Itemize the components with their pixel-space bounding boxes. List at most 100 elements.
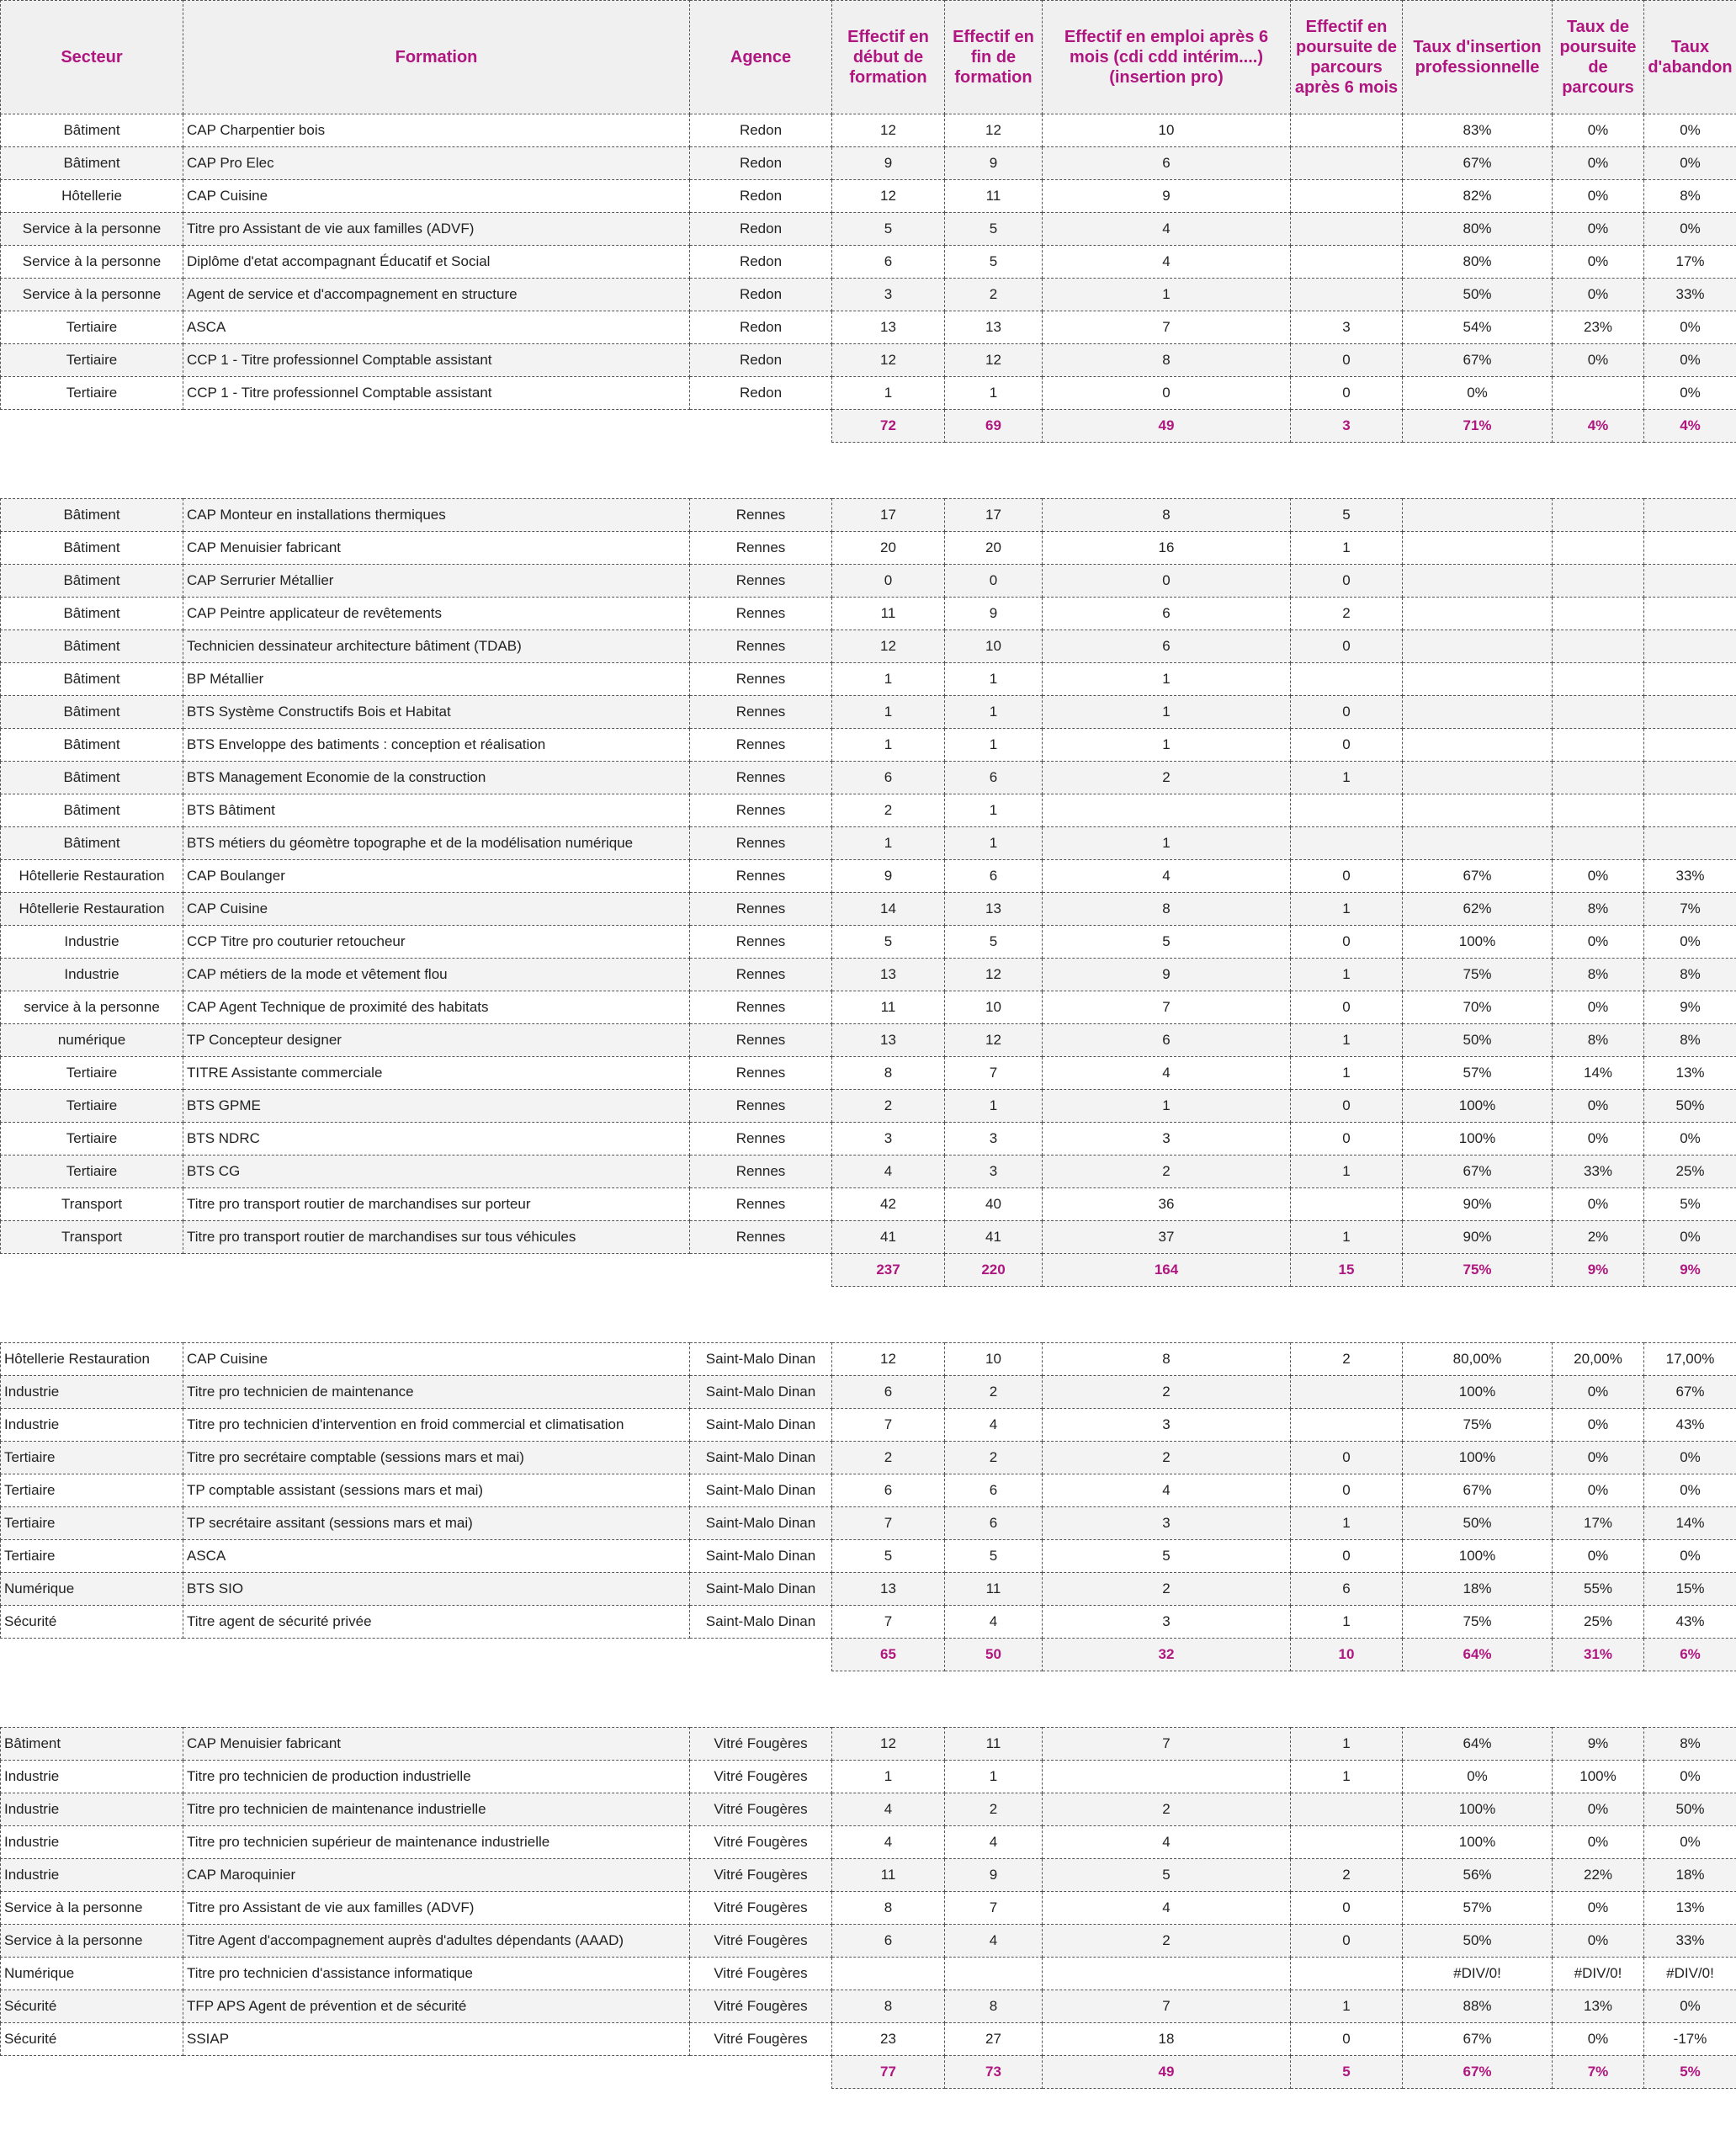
cell-agence: Rennes xyxy=(689,630,832,663)
cell-agence: Vitré Fougères xyxy=(689,1793,832,1826)
cell-secteur: service à la personne xyxy=(0,991,183,1024)
cell-taux-abandon: 13% xyxy=(1643,1056,1736,1090)
cell-formation: CAP Maroquinier xyxy=(183,1858,690,1892)
cell-secteur: Hôtellerie xyxy=(0,179,183,213)
cell-fin: 0 xyxy=(944,564,1043,598)
cell-poursuite: 1 xyxy=(1290,761,1403,794)
cell-fin: 11 xyxy=(944,1727,1043,1761)
cell-taux-insertion: 67% xyxy=(1402,146,1553,180)
cell-secteur: Industrie xyxy=(0,1825,183,1859)
cell-formation: CAP Cuisine xyxy=(183,892,690,926)
table-row: Bâtiment CAP Serrurier Métallier Rennes 0 0 0… xyxy=(0,564,1736,598)
cell-agence: Rennes xyxy=(689,1056,832,1090)
cell-taux-insertion: 100% xyxy=(1402,1375,1553,1409)
cell-emploi: 2 xyxy=(1042,761,1291,794)
cell-debut: 12 xyxy=(831,114,945,147)
cell-poursuite xyxy=(1290,212,1403,246)
total-debut: 72 xyxy=(831,409,945,443)
cell-agence: Vitré Fougères xyxy=(689,2022,832,2056)
cell-secteur: Service à la personne xyxy=(0,1891,183,1925)
cell-poursuite: 0 xyxy=(1290,1924,1403,1958)
cell-debut: 8 xyxy=(831,1056,945,1090)
cell-agence: Rennes xyxy=(689,695,832,729)
cell-taux-insertion: 67% xyxy=(1402,1155,1553,1188)
table-row: Sécurité Titre agent de sécurité privée Sa… xyxy=(0,1605,1736,1639)
cell-taux-abandon: 0% xyxy=(1643,1474,1736,1507)
cell-taux-poursuite: 0% xyxy=(1552,1408,1644,1442)
total-debut: 237 xyxy=(831,1253,945,1287)
cell-fin: 2 xyxy=(944,1793,1043,1826)
column-header-secteur: Secteur xyxy=(0,0,183,114)
table-row: Transport Titre pro transport routier de … xyxy=(0,1220,1736,1254)
total-taux-poursuite: 31% xyxy=(1552,1638,1644,1671)
cell-formation: CAP Boulanger xyxy=(183,859,690,893)
cell-taux-abandon: 50% xyxy=(1643,1793,1736,1826)
total-taux-poursuite: 9% xyxy=(1552,1253,1644,1287)
cell-agence: Rennes xyxy=(689,1155,832,1188)
cell-debut: 6 xyxy=(831,1375,945,1409)
table-row: Bâtiment BP Métallier Rennes 1 1 1 xyxy=(0,662,1736,696)
cell-taux-insertion: 82% xyxy=(1402,179,1553,213)
cell-taux-poursuite xyxy=(1552,662,1644,696)
column-header-fin: Effectif en fin de formation xyxy=(944,0,1043,114)
cell-debut: 6 xyxy=(831,245,945,279)
table-row: Industrie CAP Maroquinier Vitré Fougères 11… xyxy=(0,1858,1736,1892)
cell-taux-insertion: 50% xyxy=(1402,1506,1553,1540)
cell-formation: CAP métiers de la mode et vêtement flou xyxy=(183,958,690,991)
cell-agence: Rennes xyxy=(689,991,832,1024)
cell-fin: 5 xyxy=(944,1539,1043,1573)
table-row: Tertiaire Titre pro secrétaire comptable … xyxy=(0,1441,1736,1474)
cell-fin: 12 xyxy=(944,343,1043,377)
cell-debut: 13 xyxy=(831,311,945,344)
table-row: Industrie Titre pro technicien supérieur … xyxy=(0,1825,1736,1859)
cell-fin: 7 xyxy=(944,1056,1043,1090)
cell-fin: 10 xyxy=(944,991,1043,1024)
total-taux-insertion: 64% xyxy=(1402,1638,1553,1671)
cell-poursuite: 2 xyxy=(1290,1858,1403,1892)
cell-agence: Saint-Malo Dinan xyxy=(689,1539,832,1573)
cell-formation: BTS CG xyxy=(183,1155,690,1188)
cell-formation: Titre pro Assistant de vie aux familles … xyxy=(183,212,690,246)
cell-formation: CAP Menuisier fabricant xyxy=(183,531,690,565)
cell-debut: 13 xyxy=(831,1023,945,1057)
cell-taux-insertion: 100% xyxy=(1402,1122,1553,1156)
cell-agence: Vitré Fougères xyxy=(689,1891,832,1925)
cell-taux-insertion: 70% xyxy=(1402,991,1553,1024)
cell-taux-poursuite xyxy=(1552,597,1644,630)
cell-debut xyxy=(831,1957,945,1990)
table-row: Bâtiment CAP Menuisier fabricant Vitré Fou… xyxy=(0,1727,1736,1761)
cell-secteur: Industrie xyxy=(0,925,183,959)
cell-emploi: 4 xyxy=(1042,1825,1291,1859)
table-row: Bâtiment BTS Système Constructifs Bois et… xyxy=(0,695,1736,729)
cell-taux-poursuite: #DIV/0! xyxy=(1552,1957,1644,1990)
cell-poursuite xyxy=(1290,794,1403,827)
cell-taux-abandon: 0% xyxy=(1643,212,1736,246)
cell-secteur: Bâtiment xyxy=(0,695,183,729)
cell-secteur: Transport xyxy=(0,1220,183,1254)
cell-taux-insertion: 50% xyxy=(1402,278,1553,311)
cell-poursuite: 0 xyxy=(1290,925,1403,959)
cell-agence: Saint-Malo Dinan xyxy=(689,1506,832,1540)
cell-fin: 1 xyxy=(944,376,1043,410)
cell-poursuite xyxy=(1290,1187,1403,1221)
cell-emploi: 4 xyxy=(1042,1474,1291,1507)
cell-emploi: 7 xyxy=(1042,1990,1291,2023)
cell-formation: CCP Titre pro couturier retoucheur xyxy=(183,925,690,959)
cell-emploi: 16 xyxy=(1042,531,1291,565)
cell-emploi: 18 xyxy=(1042,2022,1291,2056)
cell-agence: Rennes xyxy=(689,662,832,696)
table-row: Industrie Titre pro technicien de mainten… xyxy=(0,1375,1736,1409)
cell-taux-abandon xyxy=(1643,531,1736,565)
cell-fin: 1 xyxy=(944,1089,1043,1123)
column-header-agence: Agence xyxy=(689,0,832,114)
cell-debut: 7 xyxy=(831,1506,945,1540)
cell-agence: Vitré Fougères xyxy=(689,1957,832,1990)
cell-agence: Vitré Fougères xyxy=(689,1760,832,1793)
total-taux-insertion: 75% xyxy=(1402,1253,1553,1287)
cell-taux-abandon: 0% xyxy=(1643,1441,1736,1474)
cell-fin: 1 xyxy=(944,794,1043,827)
cell-emploi: 0 xyxy=(1042,564,1291,598)
total-taux-poursuite: 7% xyxy=(1552,2055,1644,2089)
cell-taux-abandon: 33% xyxy=(1643,278,1736,311)
total-fin: 73 xyxy=(944,2055,1043,2089)
